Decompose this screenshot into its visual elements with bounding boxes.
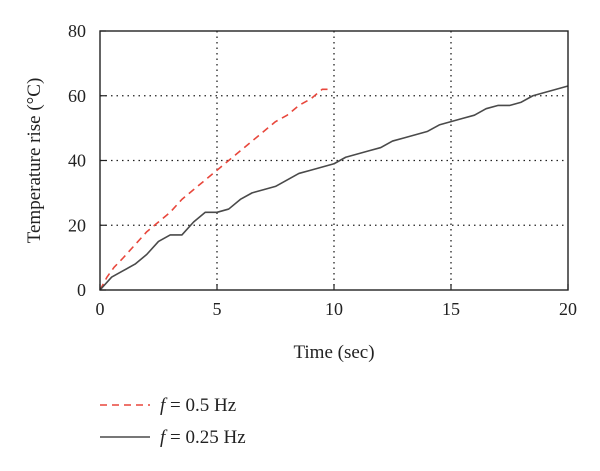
x-tick-label-3: 15 xyxy=(442,299,460,319)
x-tick-label-2: 10 xyxy=(325,299,343,319)
legend-symbol-1: f xyxy=(160,427,168,448)
y-tick-label-2: 40 xyxy=(68,151,86,171)
y-tick-label-1: 20 xyxy=(68,215,86,235)
tick-labels: 0 5 10 15 20 0 20 40 60 80 xyxy=(68,21,577,319)
y-tick-label-3: 60 xyxy=(68,86,86,106)
legend-value-0: = 0.5 Hz xyxy=(165,395,236,416)
legend-label-0: f = 0.5 Hz xyxy=(160,395,236,416)
series-line-1 xyxy=(99,85,569,291)
legend-value-1: = 0.25 Hz xyxy=(165,427,245,448)
legend-symbol-0: f xyxy=(160,395,168,416)
axis-ticks xyxy=(99,30,569,291)
x-tick-label-4: 20 xyxy=(559,299,577,319)
x-tick-label-0: 0 xyxy=(96,299,105,319)
series-layer xyxy=(99,85,569,291)
x-tick-label-1: 5 xyxy=(213,299,222,319)
legend-item-0: f = 0.5 Hz xyxy=(100,395,236,416)
series-line-0 xyxy=(99,88,330,291)
y-tick-label-4: 80 xyxy=(68,21,86,41)
legend: f = 0.5 Hz f = 0.25 Hz xyxy=(100,395,246,448)
legend-label-1: f = 0.25 Hz xyxy=(160,427,246,448)
x-axis-title: Time (sec) xyxy=(293,342,374,363)
y-axis-title: Temperature rise (°C) xyxy=(24,78,45,244)
y-tick-label-0: 0 xyxy=(77,280,86,300)
legend-item-1: f = 0.25 Hz xyxy=(100,427,246,448)
grid-lines xyxy=(100,31,568,290)
